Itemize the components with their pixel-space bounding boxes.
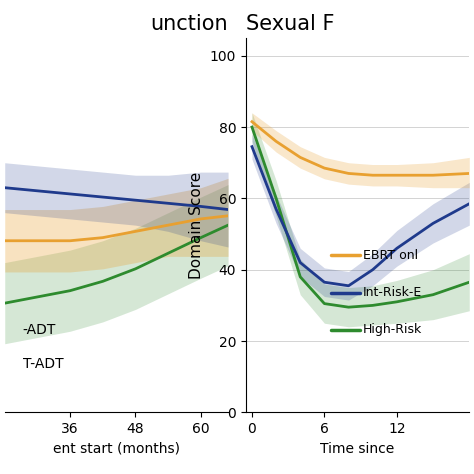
Text: Sexual F: Sexual F <box>246 14 335 34</box>
Text: -ADT: -ADT <box>23 323 56 337</box>
Y-axis label: Domain Score: Domain Score <box>189 172 204 279</box>
Text: T-ADT: T-ADT <box>23 357 63 371</box>
Text: High-Risk: High-Risk <box>363 323 422 337</box>
X-axis label: ent start (months): ent start (months) <box>53 442 180 456</box>
Text: Int-Risk-E: Int-Risk-E <box>363 286 422 299</box>
Text: EBRT onl: EBRT onl <box>363 248 418 262</box>
Text: unction: unction <box>150 14 228 34</box>
X-axis label: Time since: Time since <box>320 442 395 456</box>
